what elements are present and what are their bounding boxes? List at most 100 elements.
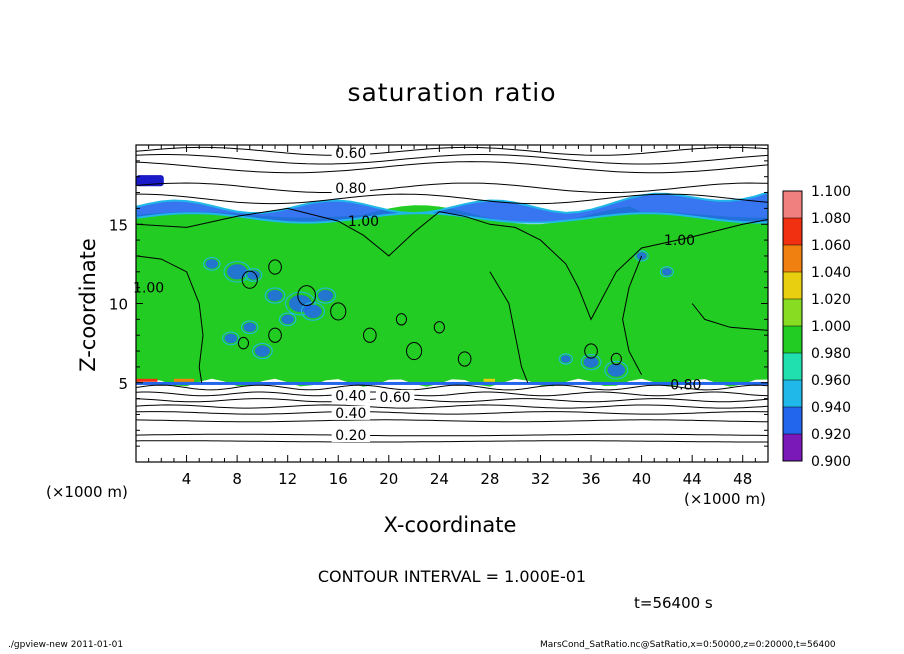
colorbar-segment bbox=[783, 299, 802, 326]
field-blob-edge bbox=[252, 342, 273, 360]
colorbar-segment bbox=[783, 191, 802, 218]
colorbar-label: 1.020 bbox=[811, 292, 851, 308]
y-tick-label: 15 bbox=[109, 216, 128, 234]
contour-line bbox=[268, 259, 282, 275]
x-tick-label: 40 bbox=[632, 470, 651, 488]
y-axis: 5 10 15 bbox=[109, 144, 768, 463]
contour-label: 0.80 bbox=[335, 181, 366, 197]
contour-label-bg bbox=[331, 428, 371, 443]
x-tick-label: 44 bbox=[683, 470, 702, 488]
contour-label: 0.60 bbox=[380, 390, 411, 406]
field-blob-edge bbox=[203, 257, 221, 271]
contour-interval: CONTOUR INTERVAL = 1.000E-01 bbox=[317, 567, 587, 586]
contour-line bbox=[297, 285, 316, 307]
y-axis-unit: (×1000 m) bbox=[46, 483, 128, 501]
contour-line bbox=[136, 182, 768, 193]
colorbar-segment bbox=[783, 326, 802, 353]
x-tick-label: 8 bbox=[232, 470, 242, 488]
colorbar-label: 0.960 bbox=[811, 373, 851, 389]
x-tick-label: 24 bbox=[430, 470, 449, 488]
contour-line bbox=[136, 404, 768, 409]
contour-label-bg bbox=[375, 390, 415, 405]
contour-line bbox=[489, 271, 529, 383]
footer-right: MarsCond_SatRatio.nc@SatRatio,x=0:50000,… bbox=[540, 640, 836, 650]
colorbar-label: 0.980 bbox=[811, 346, 851, 362]
x-tick-label: 16 bbox=[329, 470, 348, 488]
colorbar-segment bbox=[783, 434, 802, 461]
field-bottom-band bbox=[136, 381, 768, 385]
contour-line bbox=[136, 384, 768, 391]
x-axis-unit: (×1000 m) bbox=[684, 490, 766, 508]
contour-line bbox=[330, 302, 347, 321]
field-blob-edge bbox=[278, 312, 297, 327]
contour-line bbox=[136, 207, 768, 321]
colorbar-segment bbox=[783, 218, 802, 245]
contour-line bbox=[457, 351, 472, 367]
colorbar-segment bbox=[783, 245, 802, 272]
contour-line bbox=[136, 193, 768, 205]
field-orange-strip bbox=[136, 378, 158, 382]
y-axis-label: Z-coordinate bbox=[76, 238, 100, 372]
x-tick-label: 12 bbox=[278, 470, 297, 488]
colorbar-segment bbox=[783, 380, 802, 407]
field-cyan-edge bbox=[136, 191, 768, 224]
field-blob bbox=[318, 289, 334, 302]
time-label: t=56400 s bbox=[634, 594, 713, 612]
field-blob bbox=[254, 345, 270, 357]
contour-line bbox=[622, 255, 643, 376]
field-orange-strip bbox=[173, 378, 195, 382]
colorbar-label: 1.000 bbox=[811, 319, 851, 335]
y-tick-label: 10 bbox=[109, 296, 128, 314]
field-blob bbox=[281, 314, 294, 325]
contour-lines bbox=[136, 146, 768, 443]
field-blob-edge bbox=[285, 291, 316, 316]
contour-line bbox=[691, 303, 768, 331]
contour-labels: 0.60 0.80 1.00 1.00 1.00 0.80 0.60 0.40 0.40 0.20 bbox=[133, 145, 701, 444]
field-blob-edge bbox=[244, 268, 263, 282]
colorbar-segment bbox=[783, 407, 802, 434]
contour-line bbox=[610, 352, 622, 366]
field-yellow-strip bbox=[483, 378, 495, 382]
contour-label-bg bbox=[331, 145, 371, 160]
colorbar-segment bbox=[783, 272, 802, 299]
x-tick-label: 48 bbox=[733, 470, 752, 488]
field-blob bbox=[661, 267, 672, 276]
contour-line bbox=[136, 255, 204, 383]
field-blob bbox=[560, 355, 571, 363]
contour-label: 0.40 bbox=[335, 406, 366, 422]
field-blob bbox=[205, 259, 219, 269]
contour-label: 1.00 bbox=[133, 281, 164, 297]
field-blob-edge bbox=[264, 287, 286, 304]
contour-line bbox=[268, 327, 282, 343]
contour-line bbox=[395, 313, 407, 326]
colorbar-label: 1.040 bbox=[811, 265, 851, 281]
field-blob bbox=[224, 333, 238, 344]
field-green bbox=[136, 205, 768, 387]
contour-label: 0.60 bbox=[335, 146, 366, 162]
x-tick-label: 32 bbox=[531, 470, 550, 488]
colorbar: 1.100 1.080 1.060 1.040 1.020 1.000 0.980 0.960… bbox=[782, 184, 851, 470]
colorbar-label: 1.060 bbox=[811, 238, 851, 254]
contour-line bbox=[136, 440, 768, 443]
contour-line bbox=[405, 341, 423, 361]
chart-title: saturation ratio bbox=[347, 78, 557, 107]
contour-line bbox=[584, 343, 598, 359]
x-tick-label: 4 bbox=[182, 470, 192, 488]
contour-line bbox=[136, 419, 768, 423]
contour-label-bg bbox=[331, 405, 371, 420]
colorbar-label: 1.080 bbox=[811, 211, 851, 227]
contour-line bbox=[136, 154, 768, 165]
colorbar-label: 0.900 bbox=[811, 454, 851, 470]
x-axis: 4 8 12 16 20 24 28 32 36 40 44 48 bbox=[135, 145, 769, 488]
field-blob-edge bbox=[604, 360, 629, 380]
contour-label: 1.00 bbox=[664, 233, 695, 249]
field-blob bbox=[267, 289, 283, 302]
field-blob-edge bbox=[634, 250, 649, 262]
contour-line bbox=[136, 411, 768, 415]
contour-line bbox=[363, 327, 377, 343]
footer-left: ./gpview-new 2011-01-01 bbox=[8, 640, 124, 650]
contour-line bbox=[136, 398, 768, 403]
x-tick-label: 20 bbox=[379, 470, 398, 488]
contour-line bbox=[136, 161, 768, 174]
